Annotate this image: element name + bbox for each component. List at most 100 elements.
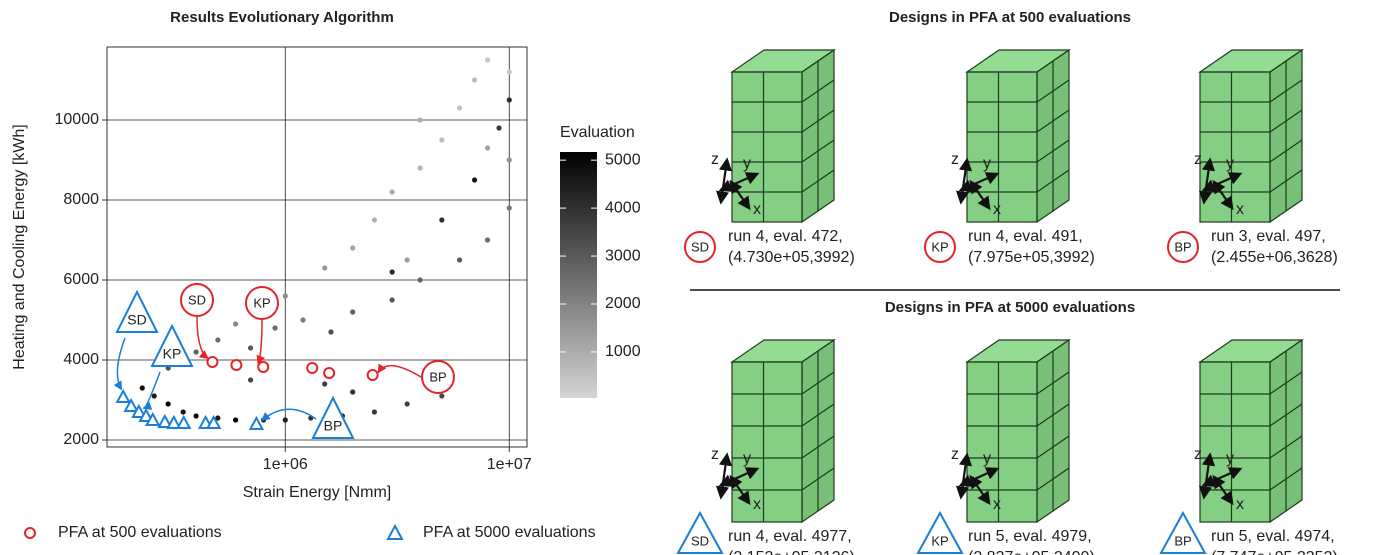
y-tick-label: 10000: [55, 111, 100, 128]
axis-arrow: [961, 455, 967, 497]
axis-letter: y: [743, 155, 751, 172]
evaluation-point: [194, 349, 199, 354]
evaluation-point: [283, 293, 288, 298]
colorbar-label: 1000: [605, 343, 641, 360]
evaluation-point: [283, 417, 288, 422]
y-tick-label: 2000: [63, 431, 99, 448]
axis-letter: y: [983, 450, 991, 467]
pfa-500-point: [324, 368, 334, 378]
building-render: [967, 50, 1069, 222]
colorbar-label: 4000: [605, 199, 641, 216]
building-render: [732, 50, 834, 222]
x-tick-label: 1e+06: [263, 456, 308, 473]
evaluation-point: [233, 321, 238, 326]
annotation-label: KP: [253, 295, 270, 310]
evaluation-point: [457, 105, 462, 110]
design-badge-label: BP: [1174, 533, 1191, 548]
colorbar-label: 5000: [605, 151, 641, 168]
evaluation-point: [507, 205, 512, 210]
building-render: [1200, 340, 1302, 522]
design-run: run 4, eval. 472,: [728, 228, 843, 245]
evaluation-point: [418, 277, 423, 282]
building-front: [732, 362, 802, 522]
design-badge-label: SD: [691, 239, 709, 254]
evaluation-point: [496, 125, 501, 130]
plot-area: [107, 47, 527, 447]
axis-letter: y: [1226, 450, 1234, 467]
evaluation-point: [322, 265, 327, 270]
design-run: run 4, eval. 4977,: [728, 528, 852, 545]
design-run: run 5, eval. 4979,: [968, 528, 1092, 545]
axis-arrow: [961, 160, 967, 202]
design-point: (7.975e+05,3992): [968, 249, 1095, 266]
evaluation-point: [166, 401, 171, 406]
legend-marker: [388, 526, 402, 539]
design-badge-label: KP: [931, 239, 948, 254]
axis-letter: x: [753, 201, 761, 218]
evaluation-point: [372, 409, 377, 414]
building-front: [1200, 72, 1270, 222]
building-render: [1200, 50, 1302, 222]
axis-letter: z: [1194, 151, 1202, 168]
y-tick-label: 4000: [63, 351, 99, 368]
axis-letter: z: [951, 446, 959, 463]
colorbar: [560, 152, 597, 398]
design-run: run 3, eval. 497,: [1211, 228, 1326, 245]
evaluation-point: [507, 97, 512, 102]
annotation-label: SD: [127, 312, 146, 328]
evaluation-point: [328, 329, 333, 334]
axis-letter: x: [1236, 496, 1244, 513]
evaluation-point: [248, 345, 253, 350]
pfa-500-point: [368, 370, 378, 380]
axis-letter: z: [711, 446, 719, 463]
evaluation-point: [215, 337, 220, 342]
figure: Results Evolutionary Algorithm Strain En…: [0, 0, 1375, 555]
evaluation-point: [472, 177, 477, 182]
design-badge-label: SD: [691, 533, 709, 548]
evaluation-point: [485, 145, 490, 150]
annotation-label: KP: [163, 346, 182, 362]
pfa-500-point: [307, 363, 317, 373]
y-axis-label: Heating and Cooling Energy [kWh]: [11, 124, 28, 369]
x-axis-label: Strain Energy [Nmm]: [243, 484, 391, 501]
axis-letter: x: [993, 201, 1001, 218]
design-badge-label: BP: [1174, 239, 1191, 254]
design-point: (4.730e+05,3992): [728, 249, 855, 266]
design-point: (2.837e+05,2400): [968, 549, 1095, 555]
legend-marker: [25, 528, 35, 538]
evaluation-point: [405, 257, 410, 262]
evaluation-point: [405, 401, 410, 406]
chart-title: Results Evolutionary Algorithm: [170, 9, 394, 26]
design-run: run 5, eval. 4974,: [1211, 528, 1335, 545]
evaluation-point: [507, 69, 512, 74]
evaluation-point: [439, 393, 444, 398]
design-point: (7.747e+05,2352): [1211, 549, 1338, 555]
legend-label: PFA at 5000 evaluations: [423, 524, 596, 541]
design-run: run 4, eval. 491,: [968, 228, 1083, 245]
evaluation-point: [507, 157, 512, 162]
axis-letter: z: [951, 151, 959, 168]
y-tick-label: 8000: [63, 191, 99, 208]
legend-label: PFA at 500 evaluations: [58, 524, 222, 541]
evaluation-point: [194, 413, 199, 418]
annotation-label: BP: [324, 418, 343, 434]
evaluation-point: [439, 137, 444, 142]
pfa-500-point: [231, 360, 241, 370]
evaluation-point: [390, 189, 395, 194]
evaluation-point: [372, 217, 377, 222]
evaluation-point: [350, 309, 355, 314]
pfa-500-point: [207, 357, 217, 367]
evaluation-point: [272, 325, 277, 330]
evaluation-point: [233, 417, 238, 422]
pfa-500-point: [258, 362, 268, 372]
annotation-label: SD: [188, 292, 206, 307]
axis-arrow: [721, 160, 727, 202]
evaluation-point: [181, 409, 186, 414]
evaluation-point: [350, 389, 355, 394]
evaluation-point: [439, 217, 444, 222]
colorbar-label: 2000: [605, 295, 641, 312]
section-title: Designs in PFA at 5000 evaluations: [885, 299, 1135, 316]
axis-letter: x: [753, 496, 761, 513]
colorbar-label: 3000: [605, 247, 641, 264]
evaluation-point: [418, 117, 423, 122]
